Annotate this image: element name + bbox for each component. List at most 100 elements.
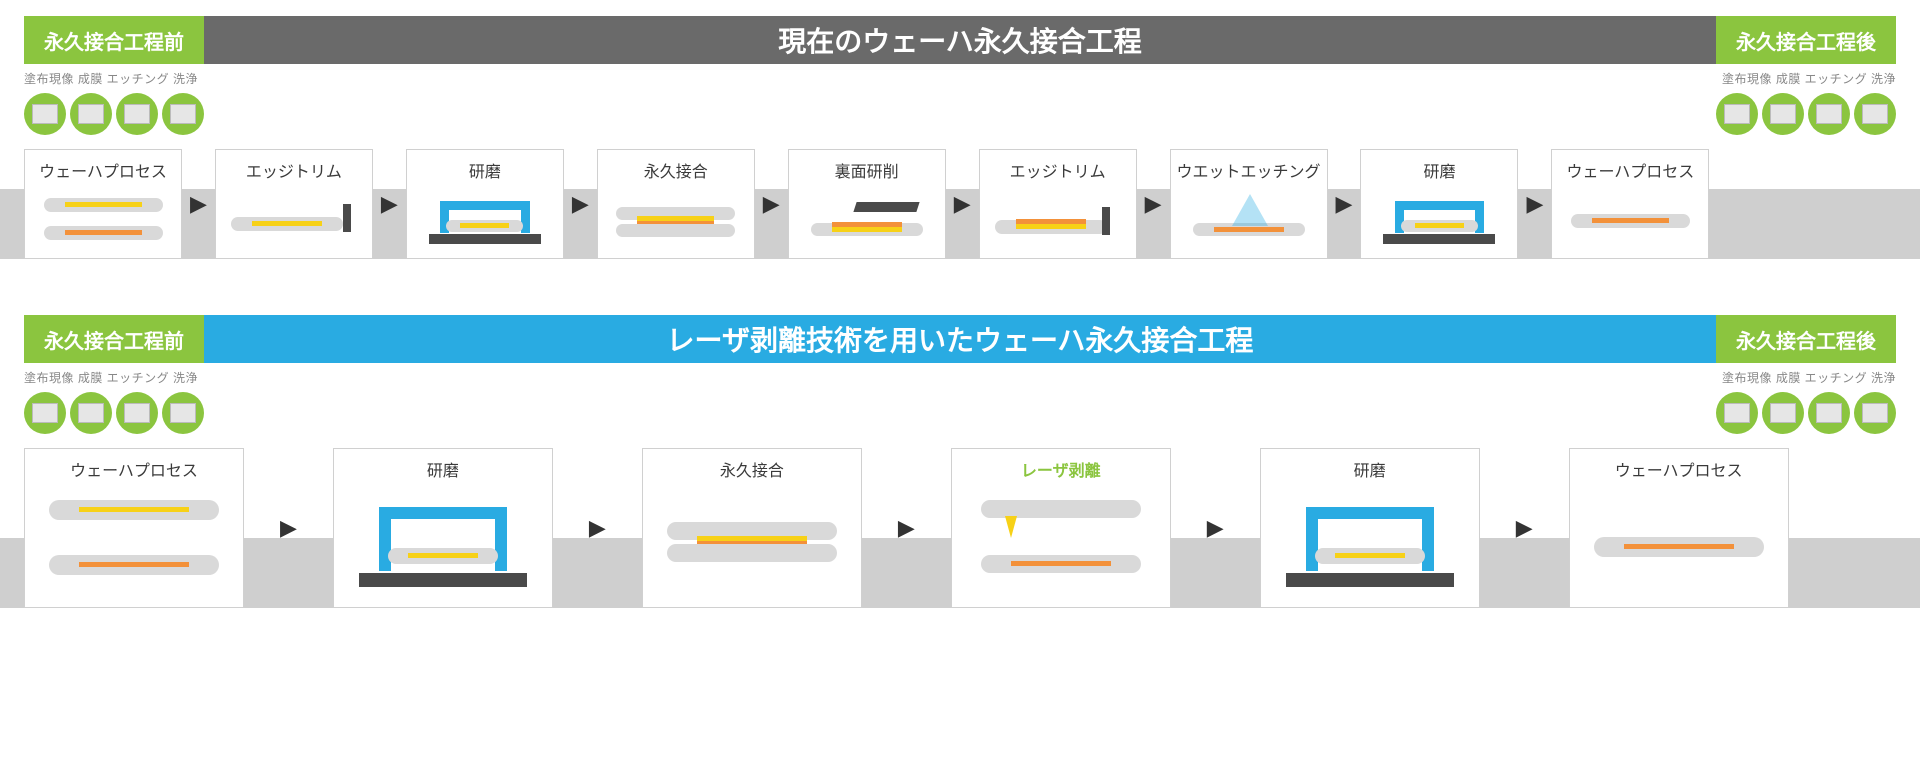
step-diagram bbox=[797, 188, 937, 248]
arrow-icon: ▶ bbox=[572, 193, 589, 215]
step-label: 裏面研削 bbox=[835, 158, 899, 182]
process-step: ウェーハプロセス bbox=[1551, 149, 1709, 259]
step-diagram bbox=[606, 188, 746, 248]
step-label: ウェーハプロセス bbox=[39, 158, 167, 182]
step-label: レーザ剥離 bbox=[1021, 457, 1101, 481]
caps-label-left-1: 塗布現像 成膜 エッチング 洗浄 bbox=[24, 70, 224, 87]
equip-icon bbox=[24, 392, 66, 434]
caps-label-right-1: 塗布現像 成膜 エッチング 洗浄 bbox=[1696, 70, 1896, 87]
step-label: 研磨 bbox=[427, 457, 459, 481]
caps-icons-left-2 bbox=[24, 392, 224, 434]
arrow-icon: ▶ bbox=[589, 517, 606, 539]
equip-icon bbox=[1854, 93, 1896, 135]
badge-after-1: 永久接合工程後 bbox=[1716, 16, 1896, 64]
caps-left-1: 塗布現像 成膜 エッチング 洗浄 bbox=[24, 70, 224, 135]
arrow-icon: ▶ bbox=[1145, 193, 1162, 215]
step-diagram bbox=[1179, 188, 1319, 248]
badge-after-2: 永久接合工程後 bbox=[1716, 315, 1896, 363]
step-label: 研磨 bbox=[1354, 457, 1386, 481]
process-step: エッジトリム bbox=[979, 149, 1137, 259]
equip-icon bbox=[70, 93, 112, 135]
step-diagram bbox=[224, 188, 364, 248]
equip-icon bbox=[1762, 93, 1804, 135]
process-step: ウエットエッチング bbox=[1170, 149, 1328, 259]
caps-right-1: 塗布現像 成膜 エッチング 洗浄 bbox=[1696, 70, 1896, 135]
flow-row-2: ウェーハプロセス ▶ 研磨 ▶ 永久接合 ▶ レーザ剥離 ▶ 研磨 ▶ ウェーハプロセス bbox=[24, 448, 1896, 608]
caps-icons-right-1 bbox=[1696, 93, 1896, 135]
header-row-2: 永久接合工程前 レーザ剥離技術を用いたウェーハ永久接合工程 永久接合工程後 bbox=[24, 315, 1896, 363]
arrow-icon: ▶ bbox=[898, 517, 915, 539]
equip-icon bbox=[162, 93, 204, 135]
section-current-process: 永久接合工程前 現在のウェーハ永久接合工程 永久接合工程後 塗布現像 成膜 エッ… bbox=[0, 16, 1920, 299]
step-diagram bbox=[33, 188, 173, 248]
process-step: エッジトリム bbox=[215, 149, 373, 259]
caps-label-right-2: 塗布現像 成膜 エッチング 洗浄 bbox=[1696, 369, 1896, 386]
header-row-1: 永久接合工程前 現在のウェーハ永久接合工程 永久接合工程後 bbox=[24, 16, 1896, 64]
arrow-icon: ▶ bbox=[1336, 193, 1353, 215]
flow-row-1: ウェーハプロセス ▶ エッジトリム ▶ 研磨 ▶ 永久接合 ▶ 裏面研削 ▶ エッジトリム ▶ ウエット… bbox=[24, 149, 1896, 259]
arrow-icon: ▶ bbox=[280, 517, 297, 539]
process-step: 研磨 bbox=[1260, 448, 1480, 608]
step-diagram bbox=[652, 487, 852, 597]
process-step: 永久接合 bbox=[642, 448, 862, 608]
step-diagram bbox=[343, 487, 543, 597]
step-diagram bbox=[1369, 188, 1509, 248]
equip-icon bbox=[70, 392, 112, 434]
process-step: 研磨 bbox=[406, 149, 564, 259]
step-label: 研磨 bbox=[1423, 158, 1455, 182]
flow-strip-2: ウェーハプロセス ▶ 研磨 ▶ 永久接合 ▶ レーザ剥離 ▶ 研磨 ▶ ウェーハプロセス bbox=[0, 448, 1920, 648]
caps-icons-left-1 bbox=[24, 93, 224, 135]
arrow-icon: ▶ bbox=[190, 193, 207, 215]
arrow-icon: ▶ bbox=[381, 193, 398, 215]
step-diagram bbox=[988, 188, 1128, 248]
step-diagram bbox=[1270, 487, 1470, 597]
arrow-icon: ▶ bbox=[954, 193, 971, 215]
arrow-icon: ▶ bbox=[763, 193, 780, 215]
equip-icon bbox=[116, 93, 158, 135]
process-step: ウェーハプロセス bbox=[24, 149, 182, 259]
equip-icon bbox=[1854, 392, 1896, 434]
step-label: ウェーハプロセス bbox=[1615, 457, 1743, 481]
equip-icon bbox=[24, 93, 66, 135]
equip-icon bbox=[1808, 392, 1850, 434]
badge-before-1: 永久接合工程前 bbox=[24, 16, 204, 64]
caps-label-left-2: 塗布現像 成膜 エッチング 洗浄 bbox=[24, 369, 224, 386]
caps-row-1: 塗布現像 成膜 エッチング 洗浄 塗布現像 成膜 エッチング 洗浄 bbox=[24, 70, 1896, 135]
arrow-icon: ▶ bbox=[1526, 193, 1543, 215]
step-diagram bbox=[415, 188, 555, 248]
step-diagram bbox=[34, 487, 234, 597]
equip-icon bbox=[1762, 392, 1804, 434]
section-laser-process: 永久接合工程前 レーザ剥離技術を用いたウェーハ永久接合工程 永久接合工程後 塗布… bbox=[0, 315, 1920, 648]
step-label: エッジトリム bbox=[1010, 158, 1106, 182]
step-label: エッジトリム bbox=[246, 158, 342, 182]
step-diagram bbox=[1579, 487, 1779, 597]
process-step: 裏面研削 bbox=[788, 149, 946, 259]
caps-row-2: 塗布現像 成膜 エッチング 洗浄 塗布現像 成膜 エッチング 洗浄 bbox=[24, 369, 1896, 434]
process-step: 研磨 bbox=[333, 448, 553, 608]
title-bar-1: 現在のウェーハ永久接合工程 bbox=[204, 16, 1716, 64]
process-step: ウェーハプロセス bbox=[1569, 448, 1789, 608]
title-bar-2: レーザ剥離技術を用いたウェーハ永久接合工程 bbox=[204, 315, 1716, 363]
arrow-icon: ▶ bbox=[1207, 517, 1224, 539]
equip-icon bbox=[1716, 392, 1758, 434]
arrow-icon: ▶ bbox=[1516, 517, 1533, 539]
step-label: ウェーハプロセス bbox=[70, 457, 198, 481]
process-step: 永久接合 bbox=[597, 149, 755, 259]
step-diagram bbox=[1560, 188, 1700, 248]
step-label: 永久接合 bbox=[644, 158, 708, 182]
step-diagram bbox=[961, 487, 1161, 597]
process-step: ウェーハプロセス bbox=[24, 448, 244, 608]
badge-before-2: 永久接合工程前 bbox=[24, 315, 204, 363]
step-label: ウェーハプロセス bbox=[1567, 158, 1695, 182]
equip-icon bbox=[116, 392, 158, 434]
flow-strip-1: ウェーハプロセス ▶ エッジトリム ▶ 研磨 ▶ 永久接合 ▶ 裏面研削 ▶ エッジトリム ▶ ウエット… bbox=[0, 149, 1920, 299]
equip-icon bbox=[1716, 93, 1758, 135]
process-step: レーザ剥離 bbox=[951, 448, 1171, 608]
equip-icon bbox=[1808, 93, 1850, 135]
step-label: ウエットエッチング bbox=[1177, 158, 1321, 182]
equip-icon bbox=[162, 392, 204, 434]
caps-icons-right-2 bbox=[1696, 392, 1896, 434]
caps-right-2: 塗布現像 成膜 エッチング 洗浄 bbox=[1696, 369, 1896, 434]
process-step: 研磨 bbox=[1360, 149, 1518, 259]
caps-left-2: 塗布現像 成膜 エッチング 洗浄 bbox=[24, 369, 224, 434]
